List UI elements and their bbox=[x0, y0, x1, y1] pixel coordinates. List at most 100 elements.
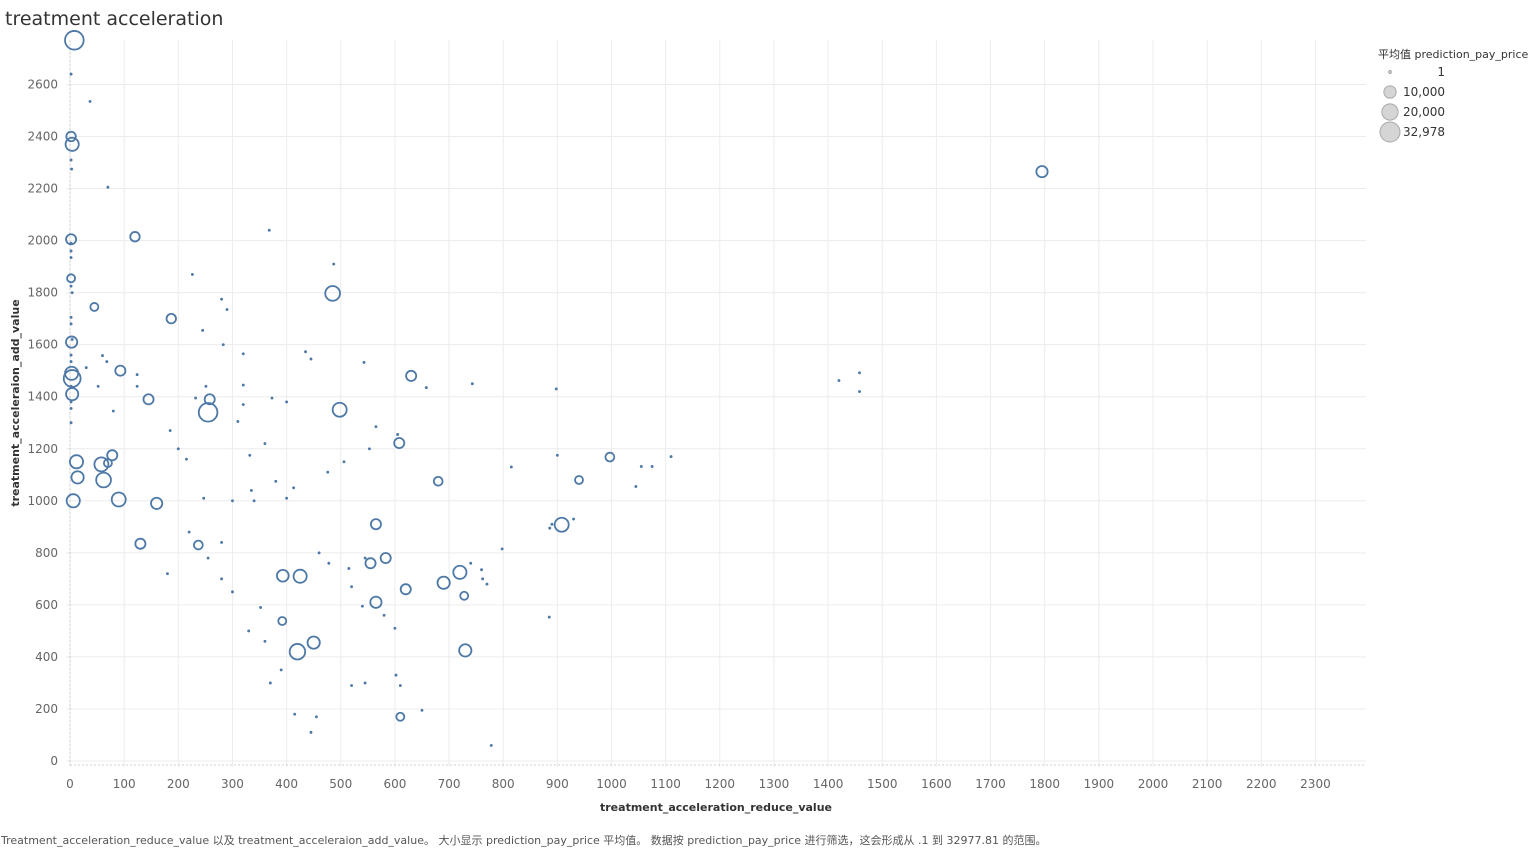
y-tick-label: 2200 bbox=[27, 182, 58, 196]
data-point bbox=[634, 485, 638, 488]
data-point bbox=[221, 343, 225, 347]
x-tick-label: 1500 bbox=[867, 777, 898, 791]
data-point bbox=[69, 400, 73, 404]
data-point bbox=[206, 556, 210, 560]
y-tick-label: 1400 bbox=[27, 390, 58, 404]
x-tick-label: 2100 bbox=[1192, 777, 1223, 791]
data-point bbox=[350, 684, 354, 687]
data-point bbox=[220, 297, 224, 301]
y-tick-label: 800 bbox=[35, 546, 58, 560]
data-point bbox=[650, 465, 654, 468]
data-point bbox=[553, 516, 570, 533]
x-tick-label: 800 bbox=[492, 777, 515, 791]
legend-size-swatch bbox=[1388, 70, 1392, 74]
data-point bbox=[69, 241, 73, 245]
data-point bbox=[364, 557, 377, 570]
data-point bbox=[64, 136, 80, 152]
data-point bbox=[202, 496, 206, 500]
data-point bbox=[252, 499, 256, 503]
data-point bbox=[489, 743, 493, 747]
x-tick-label: 1300 bbox=[759, 777, 790, 791]
data-point bbox=[105, 360, 109, 364]
data-point bbox=[326, 470, 330, 474]
y-tick-label: 0 bbox=[50, 754, 58, 768]
x-tick-label: 2300 bbox=[1300, 777, 1331, 791]
data-point bbox=[369, 518, 382, 531]
data-point bbox=[309, 730, 313, 734]
y-tick-label: 1600 bbox=[27, 338, 58, 352]
data-point bbox=[363, 681, 367, 685]
data-point bbox=[309, 357, 313, 361]
data-point bbox=[64, 30, 85, 51]
data-point bbox=[285, 400, 289, 404]
x-tick-label: 700 bbox=[438, 777, 461, 791]
x-tick-label: 0 bbox=[66, 777, 74, 791]
data-point bbox=[374, 425, 378, 429]
data-point bbox=[669, 455, 673, 459]
data-point bbox=[396, 433, 400, 436]
data-point bbox=[135, 384, 139, 388]
data-point bbox=[268, 681, 272, 685]
data-point bbox=[69, 158, 73, 162]
data-point bbox=[69, 322, 73, 326]
data-point bbox=[114, 364, 127, 377]
x-tick-label: 1600 bbox=[921, 777, 952, 791]
axes: 0 100 200 300 400 500 600 700 800 900 1000 1100 1200… bbox=[27, 77, 1330, 791]
x-tick-label: 2200 bbox=[1246, 777, 1277, 791]
data-point bbox=[480, 568, 483, 572]
data-point bbox=[382, 613, 386, 617]
data-point bbox=[106, 185, 110, 189]
x-tick-label: 1100 bbox=[650, 777, 681, 791]
data-point bbox=[101, 354, 104, 358]
y-tick-label: 200 bbox=[35, 702, 58, 716]
data-point bbox=[347, 567, 351, 570]
data-point bbox=[331, 401, 348, 418]
data-point bbox=[276, 568, 290, 583]
data-point bbox=[69, 72, 73, 76]
data-point bbox=[368, 447, 371, 451]
data-point bbox=[363, 556, 367, 560]
data-point bbox=[69, 353, 73, 357]
data-point bbox=[306, 635, 321, 650]
data-point bbox=[142, 393, 155, 406]
data-point bbox=[84, 366, 88, 370]
data-point bbox=[96, 384, 100, 388]
data-point bbox=[395, 711, 406, 722]
data-point bbox=[1035, 165, 1049, 179]
data-point bbox=[288, 643, 307, 661]
data-point bbox=[379, 552, 392, 565]
data-point bbox=[95, 471, 112, 489]
data-point bbox=[69, 421, 73, 425]
data-point bbox=[64, 365, 80, 381]
data-point bbox=[458, 643, 473, 658]
data-point bbox=[69, 406, 73, 410]
legend-size-label: 10,000 bbox=[1403, 85, 1445, 99]
data-point bbox=[574, 475, 584, 485]
data-point bbox=[394, 673, 398, 677]
data-point bbox=[225, 308, 229, 312]
y-tick-label: 600 bbox=[35, 598, 58, 612]
data-point bbox=[165, 313, 177, 325]
data-point bbox=[481, 577, 485, 581]
data-point bbox=[304, 350, 307, 354]
x-tick-label: 100 bbox=[113, 777, 136, 791]
data-point bbox=[500, 547, 504, 551]
data-point bbox=[247, 629, 251, 633]
data-point bbox=[176, 447, 180, 451]
y-tick-label: 1200 bbox=[27, 442, 58, 456]
data-point bbox=[317, 551, 321, 555]
data-point bbox=[369, 595, 383, 609]
data-point bbox=[184, 457, 188, 461]
x-axis-label: treatment_acceleration_reduce_value bbox=[600, 801, 832, 814]
x-tick-label: 1400 bbox=[813, 777, 844, 791]
data-point bbox=[424, 386, 428, 390]
y-tick-label: 2000 bbox=[27, 234, 58, 248]
x-tick-label: 500 bbox=[329, 777, 352, 791]
data-point bbox=[248, 453, 252, 457]
data-point bbox=[263, 442, 267, 446]
data-point bbox=[166, 572, 169, 576]
data-point bbox=[190, 272, 194, 276]
data-point bbox=[470, 382, 474, 386]
data-point bbox=[554, 387, 558, 391]
data-point bbox=[65, 130, 77, 143]
